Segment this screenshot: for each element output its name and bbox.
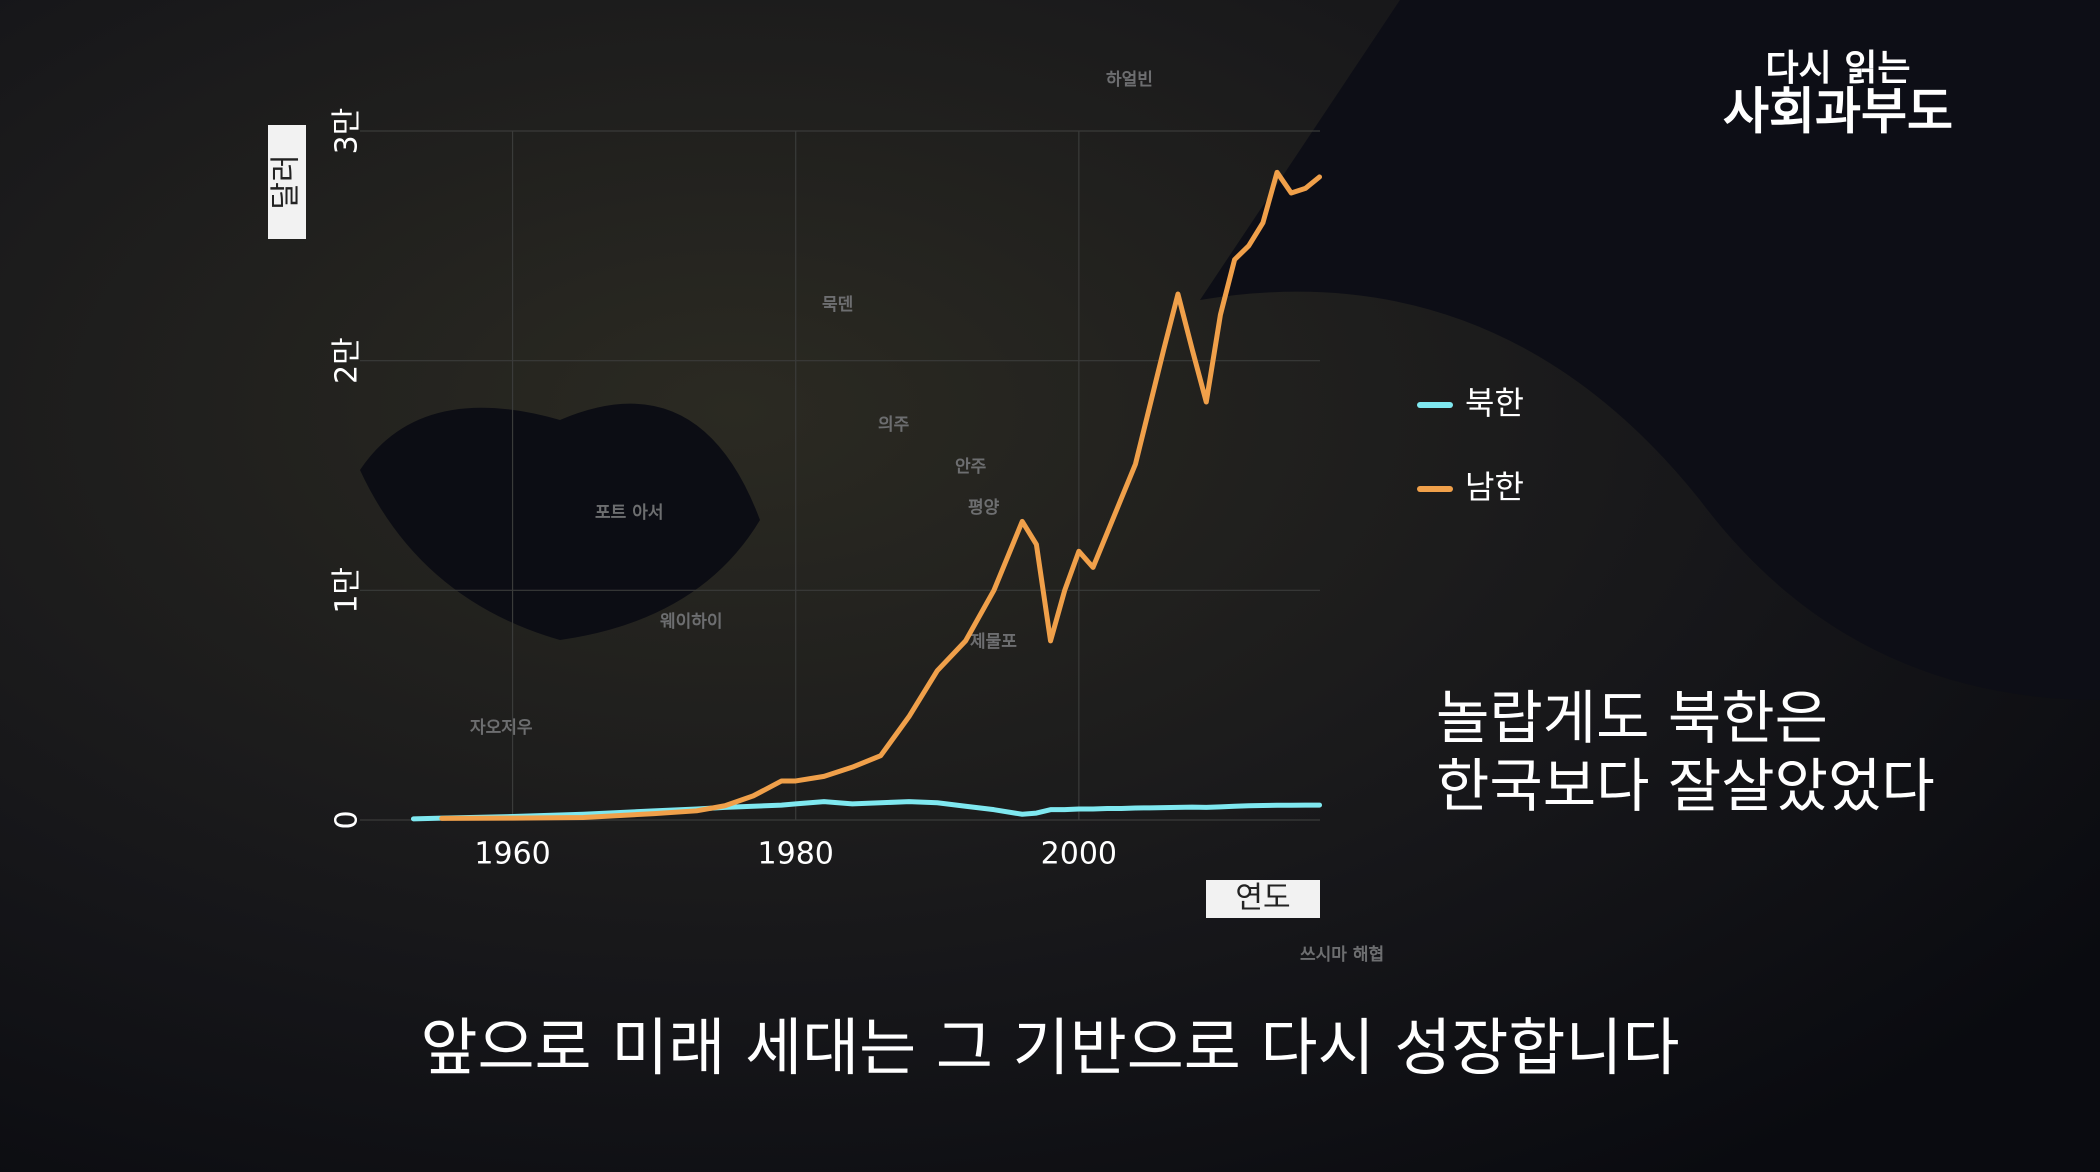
y-tick-label: 0 [330,810,365,829]
caption-line: 놀랍게도 북한은 [1436,684,1828,752]
y-axis-title: 달러 [269,154,304,209]
map-label: 웨이하이 [660,612,723,632]
map-label: 포트 아서 [595,503,663,523]
map-label: 묵덴 [822,295,853,315]
x-tick-label: 2000 [1041,837,1117,872]
y-tick-label: 1만 [330,567,365,614]
map-label: 하얼빈 [1106,70,1153,90]
map-label: 쓰시마 해협 [1300,944,1384,965]
axis-title-box [1206,880,1320,918]
legend-label: 북한 [1465,384,1524,422]
y-tick-label: 3만 [330,108,365,155]
x-tick-label: 1960 [474,837,550,872]
map-label: 의주 [878,415,910,435]
map-label: 자오저우 [470,718,533,738]
logo-bottom: 사회과부도 [1723,83,1953,141]
map-label: 평양 [968,498,1000,518]
y-tick-label: 2만 [330,337,365,384]
series-line [410,799,1323,822]
logo-top: 다시 읽는 [1765,48,1910,89]
map-label: 안주 [955,457,987,477]
series-line [439,169,1323,821]
caption-line: 한국보다 잘살았었다 [1436,752,1935,820]
x-axis-title: 연도 [1235,881,1290,916]
axis-title-box [268,125,306,239]
subtitle: 앞으로 미래 세대는 그 기반으로 다시 성장합니다 [420,1011,1679,1084]
sea [360,403,760,640]
map-label: 제물포 [970,632,1017,652]
legend-label: 남한 [1465,468,1524,506]
sea [1200,0,2100,700]
x-tick-label: 1980 [758,837,834,872]
